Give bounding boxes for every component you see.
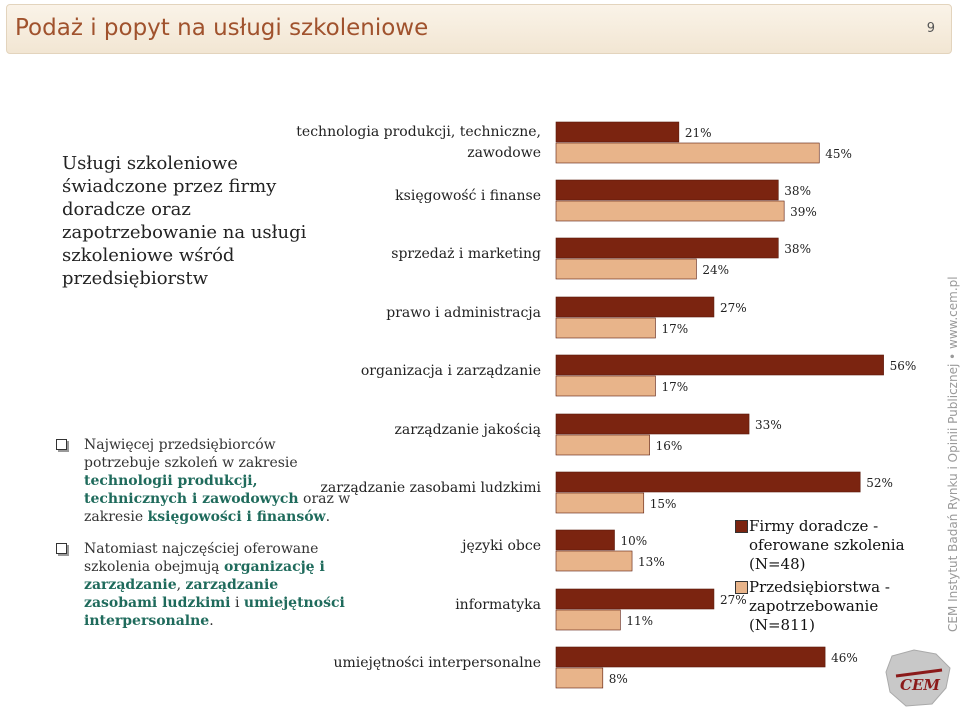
data-label: 38% (784, 184, 811, 198)
category-label: księgowość i finanse (395, 188, 541, 204)
bar-enterprises (555, 609, 621, 631)
bar-consultants (555, 471, 861, 493)
bullet-highlight: księgowości i finansów (147, 509, 326, 525)
data-label: 39% (790, 205, 817, 219)
logo-text: CEM (900, 676, 940, 694)
bullet-text: . (325, 509, 331, 525)
bullet-list: Najwięcej przedsiębiorców potrzebuje szk… (54, 436, 354, 630)
data-label: 33% (755, 418, 782, 432)
bar-consultants (555, 413, 750, 435)
data-label: 10% (621, 534, 648, 548)
bullet-highlight: umiejętności interpersonalne (84, 595, 345, 629)
side-note: CEM Instytut Badań Rynku i Opinii Public… (946, 276, 960, 632)
page-title: Podaż i popyt na usługi szkoleniowe (15, 15, 429, 41)
bar-consultants (555, 296, 715, 318)
slide-header: Podaż i popyt na usługi szkoleniowe 9 (6, 4, 952, 54)
cem-logo: CEM (885, 649, 951, 707)
category-label: sprzedaż i marketing (391, 246, 541, 262)
bullet-text: Natomiast najczęściej oferowane szkoleni… (84, 541, 319, 575)
bar-enterprises (555, 492, 645, 514)
data-label: 56% (890, 359, 917, 373)
bullet-highlight: technologii produkcji, technicznych i za… (84, 473, 299, 507)
legend-swatch (735, 581, 748, 594)
bar-enterprises (555, 550, 633, 572)
legend-label: Przedsiębiorstwa - zapotrzebowanie (N=81… (749, 578, 890, 634)
category-label: technologia produkcji, techniczne, zawodo… (296, 124, 541, 161)
bullet-highlight: zarządzanie zasobami ludzkimi (84, 577, 279, 611)
data-label: 46% (831, 651, 858, 665)
checkbox-bullet-icon (56, 543, 67, 554)
bar-enterprises (555, 142, 820, 164)
bar-enterprises (555, 667, 604, 689)
data-label: 17% (661, 380, 688, 394)
bar-consultants (555, 646, 826, 668)
bullet-item: Natomiast najczęściej oferowane szkoleni… (54, 540, 354, 630)
bullet-text: , (176, 577, 186, 593)
page-number: 9 (926, 21, 935, 36)
bullet-text: oraz w zakresie (84, 491, 351, 525)
category-label: języki obce (460, 538, 541, 554)
bar-consultants (555, 179, 779, 201)
data-label: 15% (650, 497, 677, 511)
category-label: informatyka (455, 597, 541, 613)
data-label: 27% (720, 301, 747, 315)
category-label: organizacja i zarządzanie (361, 363, 541, 379)
data-label: 17% (661, 322, 688, 336)
bullet-text: . (209, 613, 214, 629)
category-label: zarządzanie jakością (394, 422, 541, 438)
legend-swatch (735, 520, 748, 533)
bar-consultants (555, 529, 615, 551)
bullet-text: Najwięcej przedsiębiorców potrzebuje szk… (84, 437, 298, 471)
chart-description-title: Usługi szkoleniowe świadczone przez firm… (62, 153, 307, 289)
data-label: 13% (638, 555, 665, 569)
data-label: 8% (609, 672, 628, 686)
data-label: 16% (656, 439, 683, 453)
bar-consultants (555, 354, 884, 376)
bar-enterprises (555, 258, 697, 280)
data-label: 27% (720, 593, 747, 607)
bar-enterprises (555, 200, 785, 222)
data-label: 45% (825, 147, 852, 161)
category-label: prawo i administracja (386, 305, 541, 321)
bar-enterprises (555, 375, 656, 397)
bullet-highlight: organizację i zarządzanie (84, 559, 325, 593)
category-label: umiejętności interpersonalne (334, 655, 542, 671)
checkbox-bullet-icon (56, 439, 67, 450)
data-label: 11% (626, 614, 653, 628)
bullet-item: Najwięcej przedsiębiorców potrzebuje szk… (54, 436, 354, 526)
bar-enterprises (555, 434, 650, 456)
legend-label: Firmy doradcze - oferowane szkolenia (N=… (749, 517, 905, 573)
bullet-text: i (230, 595, 244, 611)
bar-consultants (555, 588, 715, 610)
bar-consultants (555, 121, 680, 143)
data-label: 38% (784, 242, 811, 256)
bar-consultants (555, 237, 779, 259)
data-label: 21% (685, 126, 712, 140)
data-label: 24% (702, 263, 729, 277)
bar-enterprises (555, 317, 656, 339)
data-label: 52% (866, 476, 893, 490)
